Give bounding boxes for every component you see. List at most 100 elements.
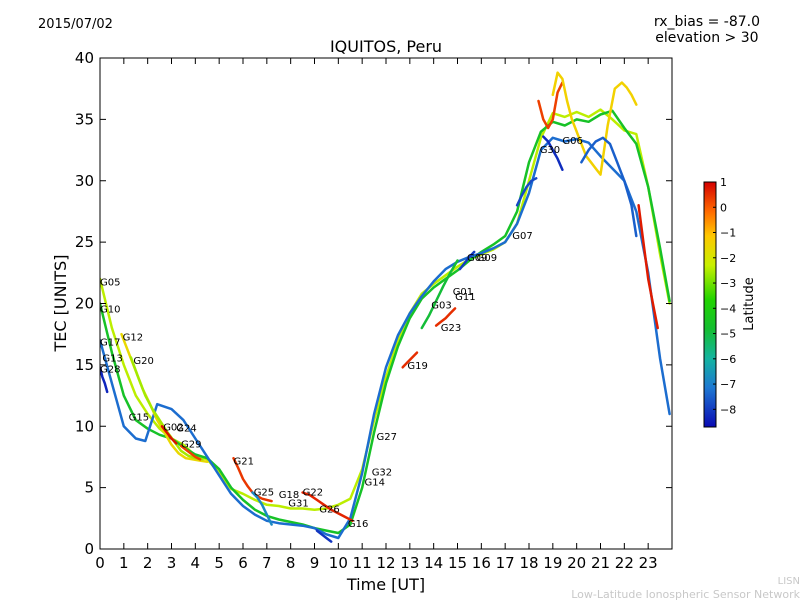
x-tick-label: 18 (519, 554, 538, 572)
trace-g02 (160, 425, 178, 445)
x-tick-label: 1 (119, 554, 129, 572)
colorbar-tick-label: −8 (720, 403, 736, 416)
sat-label-g09: G09 (477, 253, 497, 264)
x-axis-label: Time [UT] (346, 575, 425, 594)
sat-label-g01: G01 (453, 287, 473, 298)
elevation-label: elevation > 30 (655, 30, 759, 46)
colorbar-tick-label: −1 (720, 227, 736, 240)
x-tick-label: 3 (167, 554, 177, 572)
x-tick-label: 11 (353, 554, 372, 572)
trace-g29 (179, 444, 202, 461)
trace-g03 (420, 259, 459, 330)
sat-label-g30: G30 (540, 145, 560, 156)
sat-label-g23: G23 (441, 323, 461, 334)
x-tick-label: 20 (567, 554, 586, 572)
y-tick-label: 0 (84, 540, 94, 558)
sat-label-g31: G31 (288, 498, 308, 509)
trace-g30 (537, 81, 564, 130)
sat-label-g10: G10 (100, 304, 120, 315)
x-tick-label: 23 (639, 554, 658, 572)
trace-g13 (551, 71, 638, 176)
sat-label-g20: G20 (133, 356, 153, 367)
trace-g23 (434, 307, 457, 327)
y-tick-label: 25 (75, 233, 94, 251)
sat-label-g27: G27 (377, 432, 397, 443)
x-tick-label: 13 (400, 554, 419, 572)
x-tick-label: 2 (143, 554, 153, 572)
sat-label-g07: G07 (512, 231, 532, 242)
sat-label-g06: G06 (562, 136, 582, 147)
colorbar-tick-label: −2 (720, 252, 736, 265)
sat-label-g13: G13 (102, 354, 122, 365)
date-label: 2015/07/02 (38, 17, 113, 32)
trace-g26 (315, 529, 333, 543)
x-tick-label: 19 (543, 554, 562, 572)
x-tick-label: 21 (591, 554, 610, 572)
trace-g01 (458, 250, 476, 271)
footer-line1: LISN (777, 576, 800, 587)
sat-label-g19: G19 (407, 361, 427, 372)
trace-g17 (100, 136, 671, 540)
trace-g19 (401, 351, 419, 369)
y-tick-label: 5 (84, 479, 94, 497)
trace-g28 (100, 366, 109, 394)
x-tick-label: 0 (95, 554, 105, 572)
sat-label-g26: G26 (319, 505, 339, 516)
sat-label-g12: G12 (123, 333, 143, 344)
x-tick-label: 16 (472, 554, 491, 572)
colorbar-tick-label: −4 (720, 302, 736, 315)
colorbar-tick-label: 0 (720, 201, 727, 214)
sat-label-g15: G15 (129, 412, 149, 423)
sat-label-g09: G09 (467, 253, 487, 264)
colorbar-tick-label: −6 (720, 353, 736, 366)
sat-label-g25: G25 (254, 487, 274, 498)
x-tick-label: 22 (615, 554, 634, 572)
colorbar-tick-label: −7 (720, 378, 736, 391)
x-tick-label: 6 (238, 554, 248, 572)
sat-label-g11: G11 (455, 292, 475, 303)
x-tick-label: 15 (448, 554, 467, 572)
sat-label-g16: G16 (348, 519, 368, 530)
y-tick-label: 10 (75, 417, 94, 435)
x-tick-label: 14 (424, 554, 443, 572)
chart-title: IQUITOS, Peru (329, 37, 443, 56)
trace-g27 (515, 177, 538, 207)
x-tick-label: 7 (262, 554, 272, 572)
sat-label-g18: G18 (279, 490, 299, 501)
sat-label-g14: G14 (365, 478, 385, 489)
trace-g25 (251, 491, 273, 526)
x-tick-label: 17 (496, 554, 515, 572)
y-tick-label: 20 (75, 295, 94, 313)
x-tick-label: 10 (329, 554, 348, 572)
sat-label-g05: G05 (100, 277, 120, 288)
colorbar-tick-label: 1 (720, 176, 727, 189)
rx-bias-label: rx_bias = -87.0 (653, 14, 760, 30)
sat-label-g17: G17 (100, 338, 120, 349)
y-tick-label: 40 (75, 49, 94, 67)
sat-label-g24: G24 (176, 424, 196, 435)
trace-g18 (637, 204, 659, 330)
colorbar (703, 181, 717, 428)
footer-line2: Low-Latitude Ionospheric Sensor Network (571, 588, 800, 601)
sat-label-g22: G22 (303, 487, 323, 498)
sat-label-g29: G29 (181, 439, 201, 450)
trace-g32 (580, 136, 638, 238)
x-tick-label: 12 (376, 554, 395, 572)
colorbar-label: Latitude (742, 277, 757, 331)
x-tick-label: 4 (191, 554, 201, 572)
x-tick-label: 8 (286, 554, 296, 572)
sat-label-g32: G32 (372, 468, 392, 479)
trace-g06 (542, 135, 564, 171)
colorbar-tick-label: −3 (720, 277, 736, 290)
y-tick-label: 15 (75, 356, 94, 374)
colorbar-tick-label: −5 (720, 328, 736, 341)
sat-label-g28: G28 (100, 365, 120, 376)
sat-label-g21: G21 (234, 457, 254, 468)
trace-g22 (301, 491, 354, 523)
sat-label-g03: G03 (431, 301, 451, 312)
y-tick-label: 30 (75, 172, 94, 190)
sat-label-g02: G02 (163, 422, 183, 433)
info-block: rx_bias = -87.0 elevation > 30 (654, 14, 760, 46)
y-tick-label: 35 (75, 110, 94, 128)
